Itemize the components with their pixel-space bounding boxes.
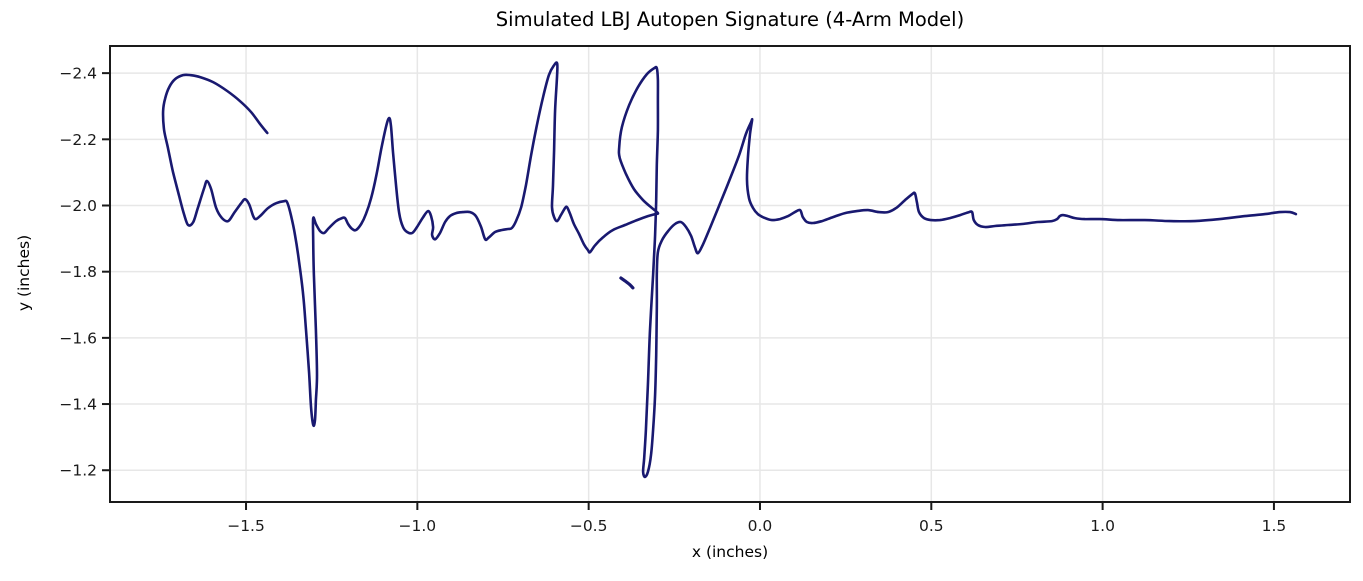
x-tick-label: 1.0 [1090,517,1115,535]
x-tick-label: 1.5 [1262,517,1287,535]
x-tick-label: −1.0 [399,517,437,535]
y-tick-label: −2.4 [59,65,97,83]
y-tick-label: −1.4 [59,396,97,414]
y-tick-label: −1.8 [59,263,97,281]
y-tick-label: −1.2 [59,462,97,480]
x-axis-label: x (inches) [691,543,769,561]
chart-title: Simulated LBJ Autopen Signature (4-Arm M… [495,8,965,31]
x-tick-label: 0.0 [748,517,773,535]
pen-skip-mark [619,276,635,290]
x-tick-label: −0.5 [570,517,608,535]
x-tick-label: 0.5 [919,517,944,535]
axes-spines [109,45,1351,503]
signature-path [161,61,1298,479]
x-tick-label: −1.5 [227,517,265,535]
y-tick-label: −1.6 [59,329,97,347]
y-tick-label: −2.2 [59,131,97,149]
y-tick-label: −2.0 [59,197,97,215]
